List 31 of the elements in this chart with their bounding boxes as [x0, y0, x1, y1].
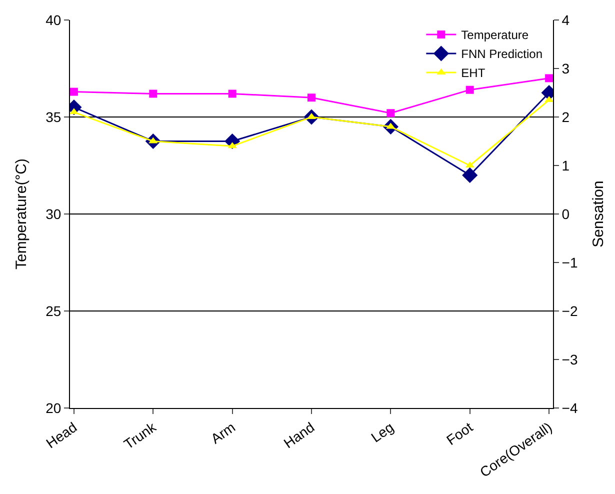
x-tick-label: Foot	[443, 418, 476, 448]
point	[149, 90, 158, 98]
y2-tick-label: 4	[562, 12, 570, 28]
y-tick-label: 35	[46, 108, 62, 125]
legend-label: EHT	[461, 66, 486, 80]
y2-tick-label: 3	[562, 60, 570, 76]
point	[466, 86, 474, 94]
y2-tick-label: −2	[562, 302, 578, 319]
legend-label: FNN Prediction	[461, 47, 543, 62]
y-tick-label: 40	[46, 12, 62, 28]
legend-label: Temperature	[461, 28, 529, 42]
y-axis-title: Temperature(°C)	[12, 158, 30, 270]
point	[70, 88, 78, 96]
y2-tick-label: 1	[562, 157, 570, 174]
x-tick-label: Leg	[368, 418, 396, 446]
point	[308, 94, 316, 102]
y-tick-label: 25	[46, 302, 62, 319]
point	[462, 167, 478, 183]
x-tick-label: Arm	[208, 418, 238, 447]
point	[228, 90, 236, 98]
point	[545, 74, 553, 82]
y2-axis-title: Sensation	[590, 180, 607, 248]
y2-tick-label: −3	[562, 351, 578, 368]
y2-tick-label: −1	[562, 254, 578, 270]
y2-tick-label: −4	[562, 400, 578, 416]
point	[386, 109, 395, 118]
y-tick-label: 20	[46, 400, 62, 416]
y2-tick-label: 0	[562, 206, 570, 222]
y2-tick-label: 2	[562, 108, 570, 125]
point	[544, 96, 553, 102]
y-tick-label: 30	[46, 206, 62, 222]
